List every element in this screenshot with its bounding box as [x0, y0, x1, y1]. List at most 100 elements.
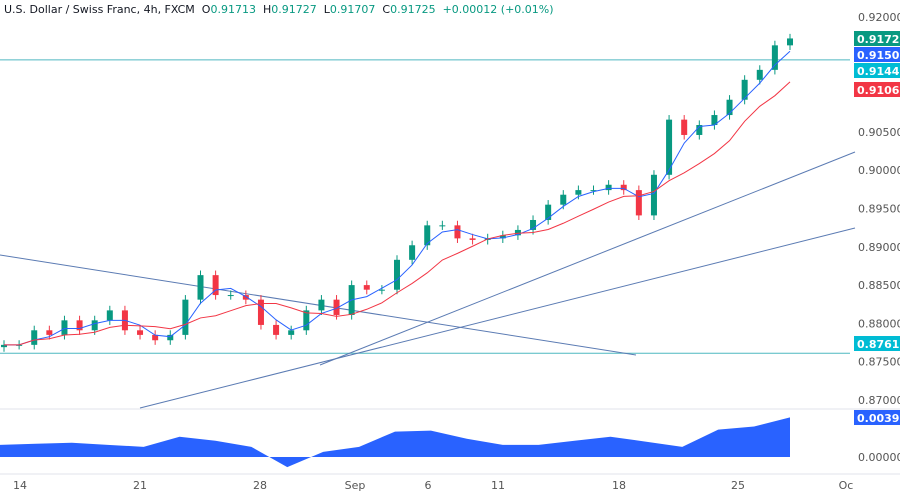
candle — [530, 215, 537, 235]
candle-body — [257, 299, 264, 325]
trendline — [139, 227, 856, 409]
candle — [605, 180, 612, 195]
candle-body — [91, 320, 98, 331]
candle — [394, 255, 400, 295]
candle — [469, 233, 476, 245]
candle — [756, 65, 763, 85]
price-label-badge: 0.91441 — [854, 63, 900, 78]
candle — [711, 110, 718, 130]
candle-body — [530, 219, 537, 230]
candle-body — [394, 259, 400, 290]
candle-body — [787, 38, 793, 46]
price-tick-label: 0.92000 — [858, 11, 900, 24]
candle — [378, 285, 385, 295]
candle-body — [167, 334, 174, 341]
candle-body — [620, 184, 627, 191]
candle — [137, 325, 144, 340]
price-badge-text: 0.91725 — [857, 33, 900, 46]
candle — [424, 220, 431, 250]
candle-body — [741, 79, 748, 100]
price-badge-text: 0.87611 — [857, 338, 900, 351]
candle-body — [726, 99, 733, 116]
candle-body — [635, 190, 642, 216]
ma-fast-line — [4, 50, 791, 346]
indicator-tick-label: 0.00000 — [858, 451, 900, 464]
candle-body — [696, 125, 703, 135]
candle — [106, 305, 113, 325]
price-label-badge: 0.87611 — [854, 336, 900, 351]
high-value: 0.91727 — [271, 3, 317, 16]
price-label-badge: 0.91725 — [854, 31, 900, 46]
candle — [31, 325, 38, 350]
trendline — [319, 151, 856, 366]
candle-body — [152, 334, 159, 341]
time-tick-label: 14 — [13, 479, 27, 492]
price-tick-label: 0.89000 — [858, 241, 900, 254]
change-value: +0.00012 (+0.01%) — [442, 3, 554, 16]
price-badge-bg — [854, 63, 900, 78]
price-badge-bg — [854, 31, 900, 46]
open-value: 0.91713 — [210, 3, 256, 16]
time-tick-label: Oc — [839, 479, 854, 492]
price-badge-bg — [854, 82, 900, 97]
ma-slow-line — [4, 81, 791, 346]
candle — [152, 330, 159, 345]
candle — [454, 220, 461, 243]
candle — [76, 315, 83, 335]
candle — [197, 270, 204, 305]
candle — [212, 270, 219, 300]
price-badge-text: 0.91067 — [857, 84, 900, 97]
price-badge-text: 0.91441 — [857, 65, 900, 78]
price-tick-label: 0.89500 — [858, 203, 900, 216]
candle — [363, 280, 370, 295]
time-tick-label: 21 — [133, 479, 147, 492]
price-tick-label: 0.88500 — [858, 279, 900, 292]
candle — [333, 295, 340, 320]
candle-body — [650, 174, 657, 216]
candle — [620, 180, 627, 195]
close-label: C — [382, 3, 391, 16]
candle-body — [378, 289, 385, 291]
high-label: H — [262, 3, 272, 16]
indicator-badge-text: 0.00394 — [857, 412, 900, 425]
price-tick-label: 0.90500 — [858, 126, 900, 139]
indicator-value-badge: 0.00394 — [854, 410, 900, 425]
time-tick-label: 6 — [425, 479, 432, 492]
candle-body — [711, 115, 718, 126]
candle — [545, 200, 552, 225]
candle-body — [273, 324, 280, 335]
price-badge-text: 0.91503 — [857, 49, 900, 62]
candle-body — [76, 320, 83, 331]
price-tick-label: 0.90000 — [858, 164, 900, 177]
indicator-badge-bg — [854, 410, 900, 425]
candle-body — [454, 225, 461, 239]
candle-body — [288, 330, 295, 335]
candle-body — [409, 245, 416, 260]
candle — [650, 170, 657, 220]
candle-body — [197, 275, 204, 300]
candle-body — [1, 344, 7, 348]
candle — [273, 320, 280, 340]
candle-body — [469, 238, 476, 240]
indicator-area — [0, 417, 790, 468]
open-label: O — [201, 3, 211, 16]
candle-body — [182, 299, 189, 335]
candle — [681, 115, 688, 140]
candle-body — [61, 320, 68, 335]
candle — [590, 185, 597, 195]
candle-body — [242, 295, 249, 300]
candle-body — [212, 275, 219, 296]
candle-body — [424, 225, 431, 246]
candle-body — [137, 330, 144, 335]
trendline — [0, 254, 637, 356]
candle-body — [303, 310, 310, 331]
time-tick-label: 11 — [491, 479, 505, 492]
candle-body — [666, 119, 673, 175]
candle-body — [318, 299, 325, 311]
candle — [91, 315, 98, 335]
candle — [1, 340, 7, 352]
candle-body — [514, 229, 521, 236]
time-tick-label: 25 — [731, 479, 745, 492]
